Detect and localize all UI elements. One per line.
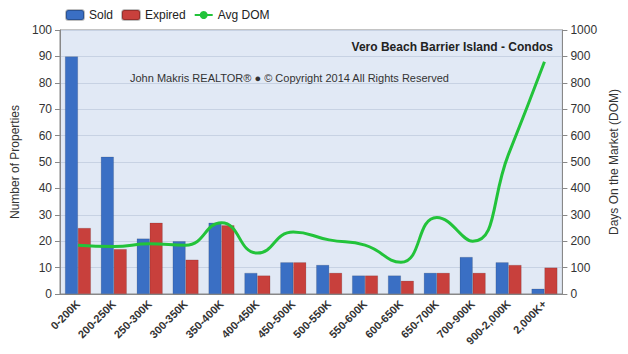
svg-text:300: 300: [570, 208, 590, 222]
svg-text:500: 500: [570, 155, 590, 169]
svg-text:600-650K: 600-650K: [363, 298, 406, 341]
svg-text:Number of Properties: Number of Properties: [8, 105, 22, 219]
svg-text:200-250K: 200-250K: [75, 298, 118, 341]
svg-text:30: 30: [39, 208, 53, 222]
svg-text:90: 90: [39, 49, 53, 63]
svg-text:900-2,000K: 900-2,000K: [464, 298, 513, 347]
svg-text:900: 900: [570, 49, 590, 63]
svg-text:2,000K+: 2,000K+: [511, 298, 549, 336]
svg-text:10: 10: [39, 261, 53, 275]
svg-text:40: 40: [39, 181, 53, 195]
svg-text:300-350K: 300-350K: [147, 298, 190, 341]
svg-text:400-450K: 400-450K: [219, 298, 262, 341]
svg-text:650-700K: 650-700K: [398, 298, 441, 341]
svg-text:80: 80: [39, 76, 53, 90]
svg-text:Days On the Market (DOM): Days On the Market (DOM): [607, 89, 621, 235]
svg-text:100: 100: [570, 261, 590, 275]
svg-text:1000: 1000: [570, 23, 597, 37]
svg-text:John Makris REALTOR® ● © Copyr: John Makris REALTOR® ● © Copyright 2014 …: [130, 72, 449, 84]
svg-text:100: 100: [32, 23, 52, 37]
svg-text:450-500K: 450-500K: [255, 298, 298, 341]
svg-text:600: 600: [570, 129, 590, 143]
svg-text:Avg DOM: Avg DOM: [218, 8, 270, 22]
svg-text:500-550K: 500-550K: [291, 298, 334, 341]
svg-text:Sold: Sold: [89, 8, 113, 22]
svg-text:Vero Beach Barrier Island - Co: Vero Beach Barrier Island - Condos: [352, 40, 554, 54]
svg-text:550-600K: 550-600K: [327, 298, 370, 341]
svg-text:350-400K: 350-400K: [183, 298, 226, 341]
svg-text:20: 20: [39, 234, 53, 248]
svg-text:700-900K: 700-900K: [434, 297, 477, 341]
svg-text:700: 700: [570, 102, 590, 116]
svg-text:70: 70: [39, 102, 53, 116]
svg-text:250-300K: 250-300K: [111, 298, 154, 341]
svg-text:60: 60: [39, 129, 53, 143]
svg-text:200: 200: [570, 234, 590, 248]
svg-text:800: 800: [570, 76, 590, 90]
svg-text:0: 0: [570, 287, 577, 301]
svg-text:50: 50: [39, 155, 53, 169]
svg-text:0-200K: 0-200K: [48, 298, 82, 332]
svg-text:0: 0: [45, 287, 52, 301]
svg-text:400: 400: [570, 181, 590, 195]
svg-text:Expired: Expired: [145, 8, 186, 22]
